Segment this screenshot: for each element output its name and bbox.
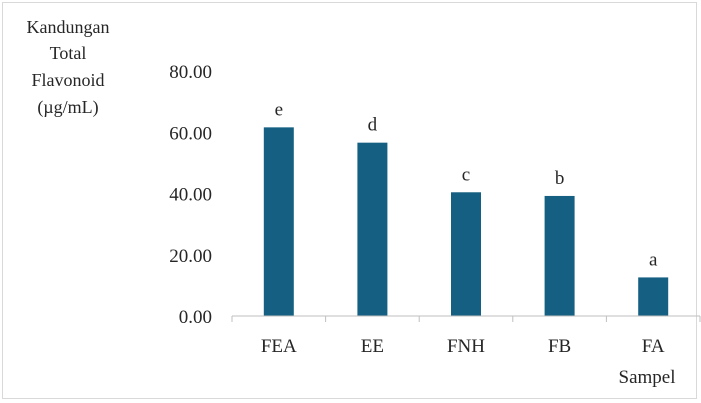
y-tick-label: 0.00 [179, 307, 212, 328]
bar-fea [264, 127, 294, 316]
y-tick-label: 60.00 [169, 123, 212, 144]
bar-fb [545, 196, 575, 316]
x-axis-title: Sampel [619, 367, 676, 388]
y-axis-title-line-1: Kandungan [27, 17, 110, 37]
data-label: d [368, 115, 378, 136]
data-label: a [649, 249, 658, 270]
y-axis-title: Kandungan Total Flavonoid (µg/mL) [27, 17, 110, 118]
y-tick-label: 20.00 [169, 246, 212, 267]
x-tick-label: FA [642, 336, 665, 357]
data-label: c [462, 164, 470, 185]
y-tick-label: 40.00 [169, 185, 212, 206]
y-axis-title-line-3: Flavonoid [31, 70, 104, 90]
y-tick-label: 80.00 [169, 62, 212, 83]
x-tick-label: FNH [447, 336, 485, 357]
x-tick-label: FB [548, 336, 571, 357]
x-tick-label: EE [361, 336, 384, 357]
x-tick-label: FEA [261, 336, 297, 357]
bar-fnh [451, 192, 481, 316]
data-label: e [275, 99, 283, 120]
bar-ee [357, 143, 387, 316]
data-label: b [555, 168, 565, 189]
y-axis-title-line-2: Total [50, 43, 87, 63]
y-axis-title-line-4: (µg/mL) [37, 97, 98, 118]
bar-fa [638, 277, 668, 316]
